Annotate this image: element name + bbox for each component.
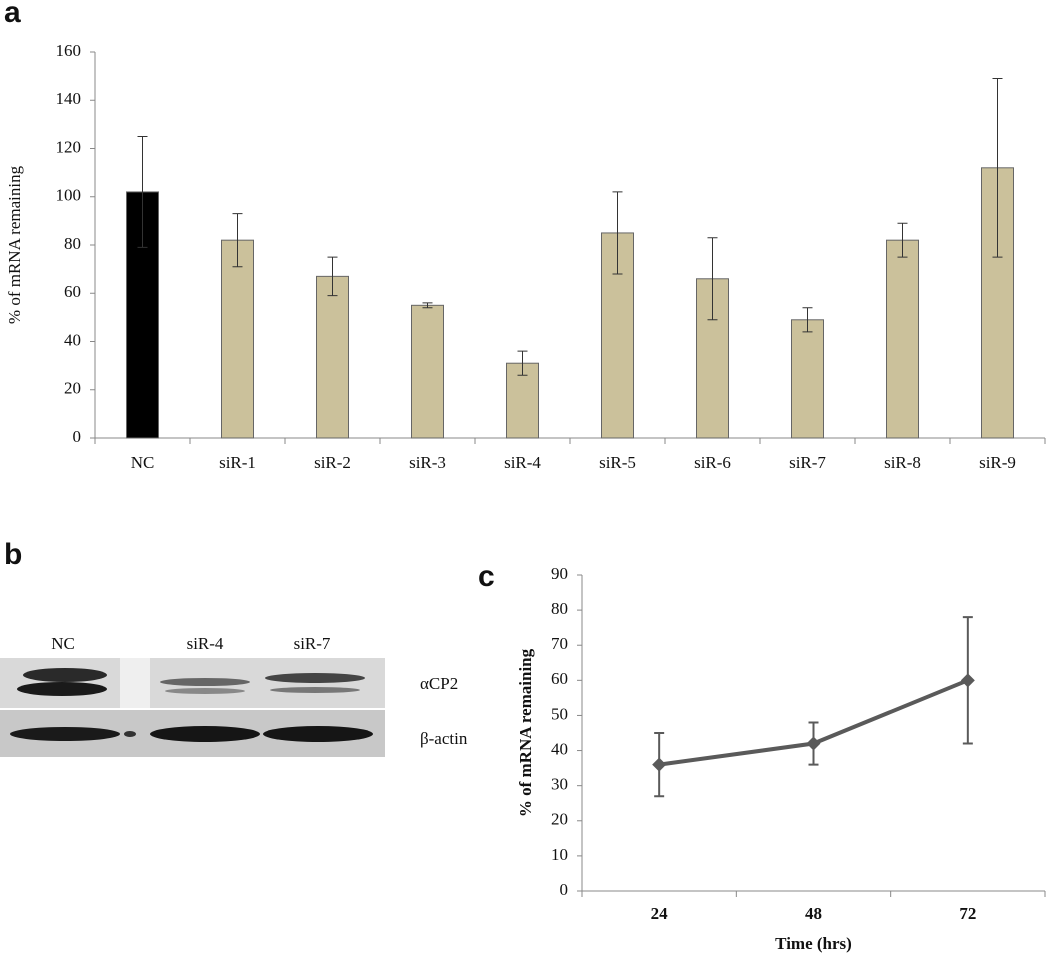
y-tick-label: 30 [551, 775, 568, 794]
bar [886, 239, 919, 439]
marker [652, 757, 667, 772]
error-bar [612, 191, 623, 275]
x-tick-label: siR-2 [314, 453, 351, 472]
panel-label: b [4, 538, 22, 571]
y-tick-label: 80 [551, 599, 568, 618]
x-tick-label: 72 [959, 904, 976, 923]
x-tick-label: siR-7 [789, 453, 826, 472]
x-tick-label: NC [131, 453, 155, 472]
lane-label: NC [51, 634, 75, 653]
x-axis-label: Time (hrs) [775, 934, 852, 953]
error-bar [327, 256, 338, 297]
x-tick-label: siR-8 [884, 453, 921, 472]
y-tick-label: 160 [56, 41, 82, 60]
error-bar [802, 307, 813, 333]
x-tick-label: 48 [805, 904, 822, 923]
bar [791, 319, 824, 439]
y-tick-label: 60 [551, 669, 568, 688]
panel-label: a [4, 0, 21, 29]
y-tick-label: 60 [64, 282, 81, 301]
lane-label: siR-7 [294, 634, 331, 653]
x-tick-label: siR-4 [504, 453, 541, 472]
y-tick-label: 40 [64, 330, 81, 349]
y-tick-label: 90 [551, 564, 568, 583]
error-bar [897, 222, 908, 258]
x-tick-label: siR-3 [409, 453, 446, 472]
error-bar [707, 237, 718, 321]
marker [806, 736, 821, 751]
y-tick-label: 70 [551, 634, 568, 653]
y-axis-label: % of mRNA remaining [5, 165, 24, 324]
y-tick-label: 20 [551, 810, 568, 829]
y-tick-label: 120 [56, 137, 82, 156]
y-tick-label: 50 [551, 704, 568, 723]
y-tick-label: 40 [551, 739, 568, 758]
lane-label: siR-4 [187, 634, 224, 653]
x-tick-label: siR-1 [219, 453, 256, 472]
x-tick-label: siR-9 [979, 453, 1016, 472]
y-tick-label: 140 [56, 89, 82, 108]
error-bar [517, 350, 528, 376]
y-tick-label: 0 [73, 427, 82, 446]
panel-label: c [478, 560, 495, 593]
x-tick-label: siR-5 [599, 453, 636, 472]
y-tick-label: 80 [64, 234, 81, 253]
x-tick-label: siR-6 [694, 453, 731, 472]
bar [316, 275, 349, 439]
y-tick-label: 10 [551, 845, 568, 864]
band-label: β-actin [420, 729, 468, 748]
error-bar [992, 78, 1003, 258]
blot [0, 658, 385, 757]
band-label: αCP2 [420, 674, 458, 693]
y-tick-label: 100 [56, 186, 82, 205]
y-tick-label: 0 [560, 880, 569, 899]
marker [960, 673, 975, 688]
error-bar [232, 213, 243, 268]
y-axis-label: % of mRNA remaining [516, 648, 535, 817]
error-bar [422, 302, 433, 309]
x-tick-label: 24 [651, 904, 669, 923]
bar [411, 304, 444, 439]
y-tick-label: 20 [64, 379, 81, 398]
error-bar [137, 135, 148, 248]
bar [221, 239, 254, 439]
